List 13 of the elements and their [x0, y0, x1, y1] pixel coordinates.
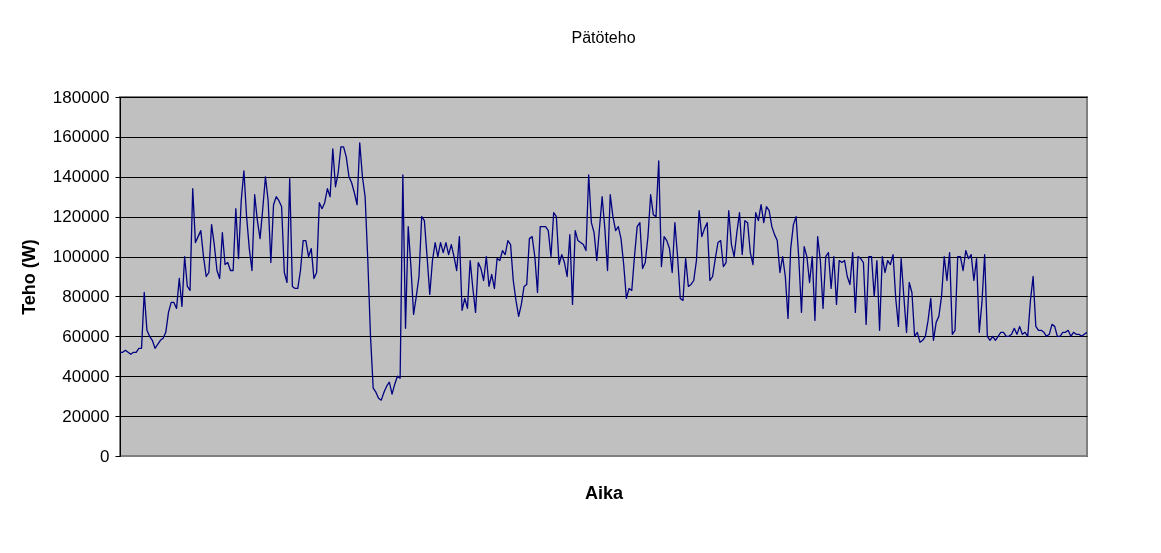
y-tick-label: 0: [100, 446, 110, 466]
y-tick-label: 60000: [62, 326, 110, 346]
y-tick-label: 180000: [52, 87, 110, 107]
y-tick-label: 40000: [62, 366, 110, 386]
x-axis-title: Aika: [584, 482, 624, 503]
y-tick-label: 140000: [52, 167, 110, 187]
y-tick-label: 100000: [52, 247, 110, 267]
y-tick-label: 160000: [52, 127, 110, 147]
chart-title: Pätöteho: [571, 29, 636, 46]
y-tick-label: 20000: [62, 406, 110, 426]
y-axis-title: Teho (W): [18, 239, 39, 315]
y-tick-label: 120000: [52, 207, 110, 227]
y-tick-label: 80000: [62, 286, 110, 306]
